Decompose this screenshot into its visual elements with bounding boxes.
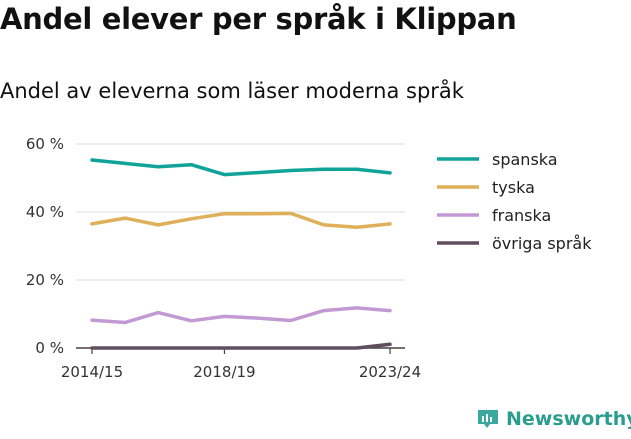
- legend-label: övriga språk: [492, 234, 592, 253]
- x-tick-label: 2023/24: [359, 363, 421, 381]
- series-line-franska: [90, 306, 392, 325]
- newsworthy-icon: [478, 410, 498, 428]
- newsworthy-logo: Newsworthy: [476, 407, 631, 431]
- legend-label: spanska: [492, 150, 558, 169]
- series-line-övriga-språk: [90, 342, 392, 350]
- chart-title: Andel elever per språk i Klippan: [0, 2, 517, 36]
- x-tick-label: 2018/19: [193, 363, 255, 381]
- legend-label: franska: [492, 206, 551, 225]
- legend: spanska tyska franska övriga språk: [437, 150, 592, 253]
- y-tick-label: 0 %: [35, 339, 64, 357]
- x-axis-ticks: 2014/15 2018/19 2023/24: [61, 348, 421, 381]
- y-tick-label: 20 %: [26, 271, 64, 289]
- series-lines: [90, 158, 392, 350]
- series-line-spanska: [90, 158, 392, 177]
- chart-subtitle: Andel av eleverna som läser moderna språ…: [0, 79, 464, 103]
- legend-label: tyska: [492, 178, 535, 197]
- y-axis-ticks: 0 % 20 % 40 % 60 %: [26, 135, 64, 357]
- x-tick-label: 2014/15: [61, 363, 123, 381]
- series-line-tyska: [90, 211, 392, 230]
- brand-name: Newsworthy: [506, 408, 631, 430]
- y-tick-label: 40 %: [26, 203, 64, 221]
- y-tick-label: 60 %: [26, 135, 64, 153]
